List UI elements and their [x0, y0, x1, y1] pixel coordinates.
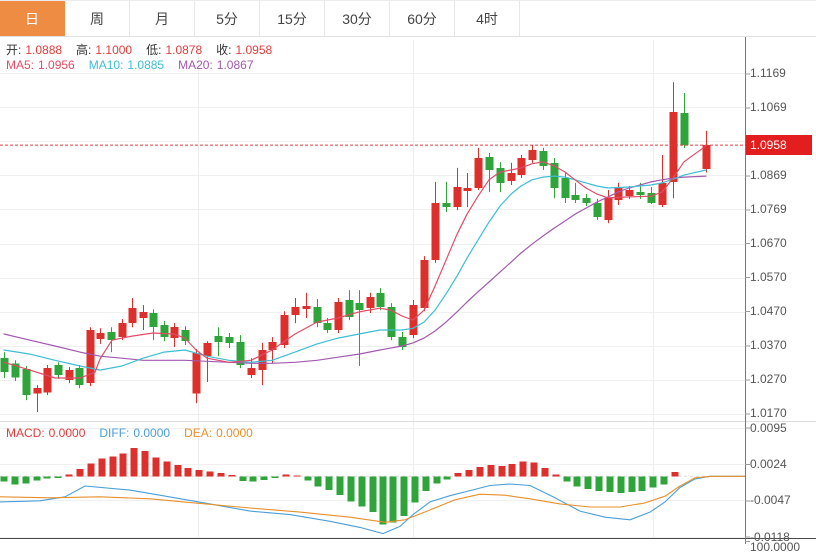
tab-15min[interactable]: 15分: [260, 1, 325, 36]
current-price-value: 1.0958: [750, 138, 787, 152]
price-axis-label: 1.0470: [750, 304, 787, 319]
timeframe-tabbar: 日 周 月 5分 15分 30分 60分 4时: [0, 0, 816, 37]
tab-60min-label: 60分: [407, 10, 437, 27]
diff-label: DIFF:: [99, 426, 130, 440]
price-axis-label: 1.0570: [750, 270, 787, 285]
price-axis-label: 1.0670: [750, 236, 787, 251]
close-label: 收:: [216, 43, 232, 57]
ma20-value: 1.0867: [216, 58, 254, 72]
tab-monthly-label: 月: [155, 10, 169, 27]
macd-header: MACD: 0.0000 DIFF: 0.0000 DEA: 0.0000: [6, 426, 257, 440]
tabbar-filler: [520, 1, 816, 36]
open-label: 开:: [6, 43, 22, 57]
tab-monthly[interactable]: 月: [130, 1, 195, 36]
price-axis-label: 1.0769: [750, 202, 787, 217]
tab-30min[interactable]: 30分: [325, 1, 390, 36]
ma10-label: MA10:: [88, 58, 124, 72]
macd-axis-label: 0.0095: [750, 420, 787, 435]
price-axis-label: 1.0869: [750, 168, 787, 183]
clipped-bottom-axis-label: 100.0000: [750, 540, 801, 554]
ma5-label: MA5:: [6, 58, 35, 72]
tab-4hour[interactable]: 4时: [455, 1, 520, 36]
tab-5min-label: 5分: [216, 10, 238, 27]
ma5-value: 1.0956: [38, 58, 75, 72]
tab-60min[interactable]: 60分: [390, 1, 455, 36]
high-label: 高:: [76, 43, 92, 57]
tab-5min[interactable]: 5分: [195, 1, 260, 36]
tab-weekly[interactable]: 周: [65, 1, 130, 36]
current-price-badge: 1.0958: [746, 135, 812, 155]
macd-label: MACD:: [6, 426, 45, 440]
dea-label: DEA:: [184, 426, 213, 440]
tab-30min-label: 30分: [342, 10, 372, 27]
ma20-label: MA20:: [178, 58, 213, 72]
tab-15min-label: 15分: [277, 10, 307, 27]
price-axis-label: 1.0370: [750, 338, 787, 353]
high-value: 1.1000: [95, 43, 133, 57]
ma10-value: 1.0885: [127, 58, 165, 72]
macd-value: 0.0000: [48, 426, 86, 440]
price-axis-label: 1.0270: [750, 372, 787, 387]
macd-axis-label: -0.0047: [750, 493, 791, 508]
close-value: 1.0958: [235, 43, 273, 57]
macd-axis-label: 0.0024: [750, 457, 787, 472]
macd-axis-label: -0.0118: [750, 529, 790, 544]
tab-weekly-label: 周: [90, 10, 104, 27]
tab-daily[interactable]: 日: [0, 1, 65, 36]
tab-4hour-label: 4时: [476, 10, 498, 27]
price-axis-label: 1.1069: [750, 100, 787, 115]
low-label: 低:: [146, 43, 162, 57]
tab-daily-label: 日: [25, 10, 39, 27]
diff-value: 0.0000: [133, 426, 171, 440]
open-value: 1.0888: [25, 43, 63, 57]
ohlc-header: 开: 1.0888 高: 1.1000 低: 1.0878 收: 1.0958: [6, 41, 276, 58]
ma-header: MA5: 1.0956 MA10: 1.0885 MA20: 1.0867: [6, 58, 258, 72]
price-axis-label: 1.0170: [750, 406, 787, 421]
dea-value: 0.0000: [216, 426, 253, 440]
low-value: 1.0878: [165, 43, 203, 57]
price-axis-label: 1.1169: [750, 66, 786, 81]
